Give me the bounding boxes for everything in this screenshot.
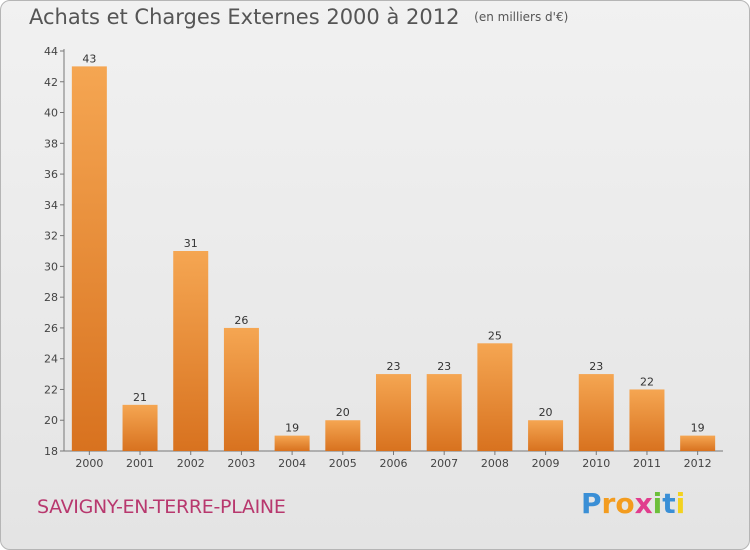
bar-2003 bbox=[223, 327, 259, 451]
value-label: 26 bbox=[234, 314, 248, 327]
value-label: 22 bbox=[640, 375, 654, 388]
x-tick-label: 2009 bbox=[532, 457, 560, 470]
value-label: 20 bbox=[539, 406, 553, 419]
logo-letter: i bbox=[675, 487, 686, 520]
bar-2010 bbox=[578, 374, 614, 451]
city-name: SAVIGNY-EN-TERRE-PLAINE bbox=[37, 496, 286, 518]
value-label: 21 bbox=[133, 391, 147, 404]
proxiti-logo[interactable]: Proxiti bbox=[581, 487, 685, 520]
y-tick-label: 20 bbox=[44, 414, 58, 427]
bar-2001 bbox=[122, 404, 158, 451]
y-tick-label: 26 bbox=[44, 322, 58, 335]
logo-letter: x bbox=[634, 487, 653, 520]
y-tick-label: 28 bbox=[44, 291, 58, 304]
bar-2008 bbox=[477, 343, 513, 451]
logo-letter: t bbox=[662, 487, 676, 520]
x-tick-label: 2004 bbox=[278, 457, 306, 470]
logo-letter: r bbox=[601, 487, 616, 520]
bar-2006 bbox=[376, 374, 411, 451]
value-label: 25 bbox=[488, 329, 502, 342]
y-tick-label: 24 bbox=[44, 353, 58, 366]
y-tick-label: 42 bbox=[44, 76, 58, 89]
bar-2009 bbox=[528, 420, 564, 451]
bar-2002 bbox=[173, 251, 209, 451]
bar-2011 bbox=[629, 389, 665, 451]
x-tick-label: 2002 bbox=[177, 457, 205, 470]
x-tick-label: 2000 bbox=[75, 457, 103, 470]
x-tick-label: 2006 bbox=[380, 457, 408, 470]
value-label: 43 bbox=[82, 52, 96, 65]
bar-2004 bbox=[274, 435, 310, 451]
value-label: 20 bbox=[336, 406, 350, 419]
x-tick-label: 2011 bbox=[633, 457, 661, 470]
y-tick-label: 44 bbox=[44, 45, 58, 58]
value-label: 23 bbox=[589, 360, 603, 373]
y-tick-label: 38 bbox=[44, 137, 58, 150]
title-text: Achats et Charges Externes 2000 à 2012 bbox=[29, 5, 460, 29]
x-tick-label: 2001 bbox=[126, 457, 154, 470]
bar-2005 bbox=[325, 420, 361, 451]
unit-label: (en milliers d'€) bbox=[474, 10, 569, 24]
bar-2007 bbox=[426, 374, 462, 451]
y-tick-label: 34 bbox=[44, 199, 58, 212]
x-tick-label: 2005 bbox=[329, 457, 357, 470]
logo-letter: P bbox=[581, 487, 602, 520]
value-label: 31 bbox=[184, 237, 198, 250]
x-tick-label: 2008 bbox=[481, 457, 509, 470]
y-tick-label: 18 bbox=[44, 445, 58, 458]
y-tick-label: 22 bbox=[44, 383, 58, 396]
y-tick-label: 40 bbox=[44, 107, 58, 120]
value-label: 19 bbox=[285, 422, 299, 435]
x-tick-label: 2007 bbox=[430, 457, 458, 470]
value-label: 23 bbox=[437, 360, 451, 373]
value-label: 19 bbox=[691, 422, 705, 435]
y-tick-label: 36 bbox=[44, 168, 58, 181]
bar-2000 bbox=[71, 66, 107, 451]
value-label: 23 bbox=[387, 360, 401, 373]
y-tick-label: 32 bbox=[44, 230, 58, 243]
chart-title: Achats et Charges Externes 2000 à 2012 (… bbox=[29, 5, 568, 29]
bar-2012 bbox=[680, 435, 716, 451]
y-tick-label: 30 bbox=[44, 260, 58, 273]
x-tick-label: 2012 bbox=[684, 457, 712, 470]
logo-letter: o bbox=[615, 487, 635, 520]
x-tick-label: 2010 bbox=[582, 457, 610, 470]
logo-letter: i bbox=[652, 487, 663, 520]
x-tick-label: 2003 bbox=[227, 457, 255, 470]
